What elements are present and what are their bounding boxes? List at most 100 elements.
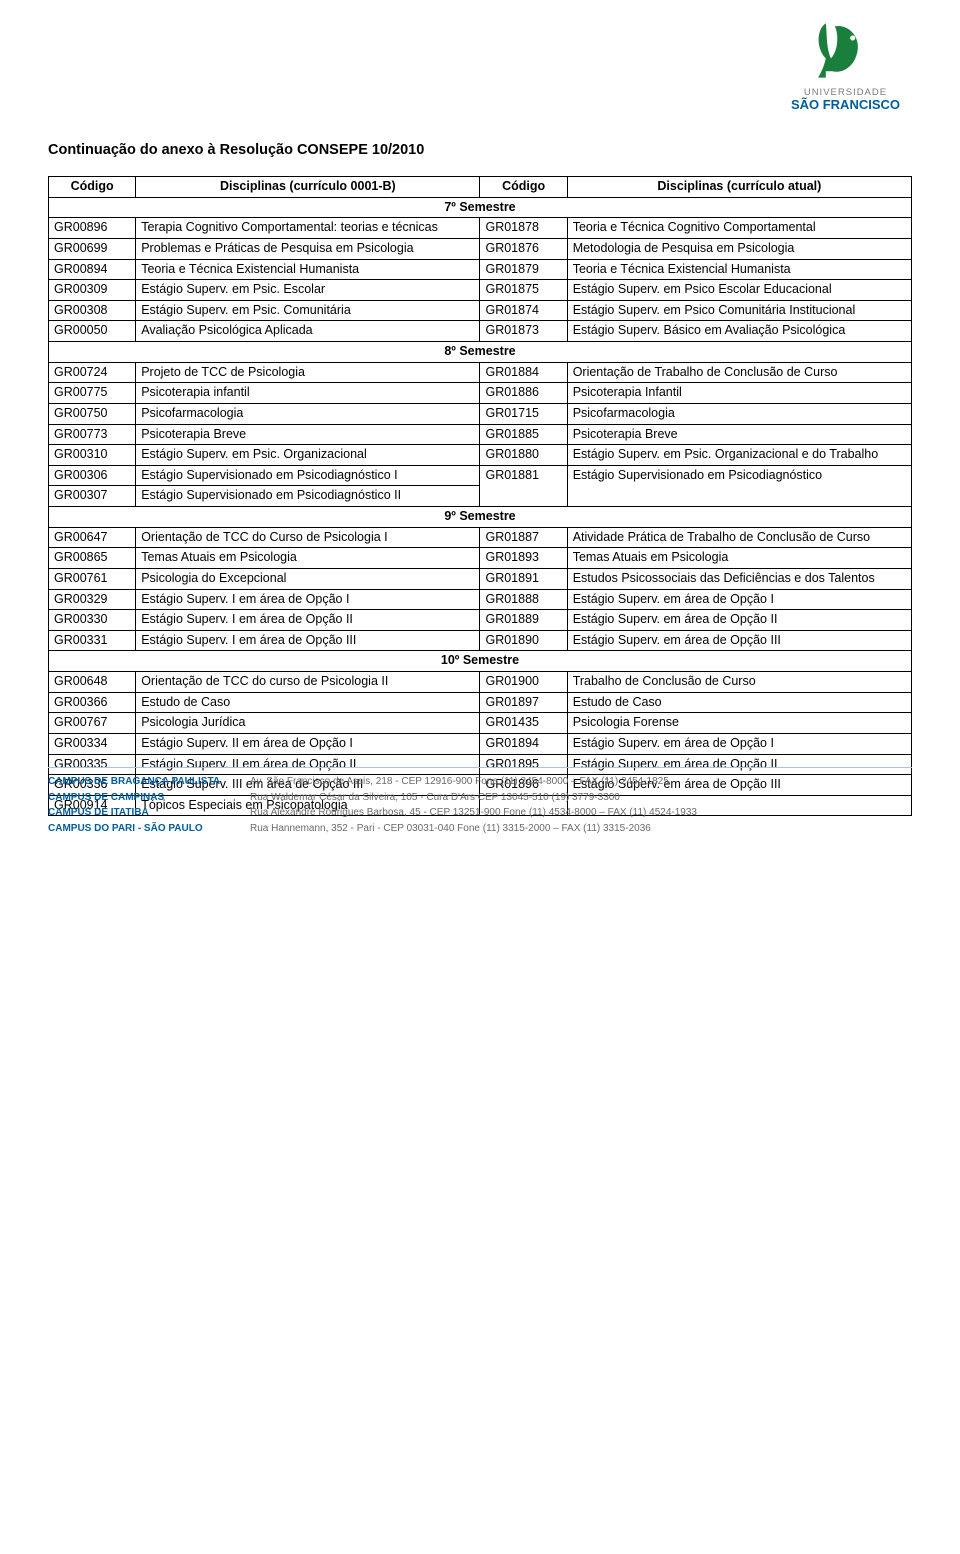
code-new: GR01889 (480, 610, 567, 631)
table-row: GR00308Estágio Superv. em Psic. Comunitá… (49, 300, 912, 321)
disc-old: Teoria e Técnica Existencial Humanista (136, 259, 480, 280)
code-new: GR01881 (480, 465, 567, 506)
code-new: GR01884 (480, 362, 567, 383)
disc-old: Avaliação Psicológica Aplicada (136, 321, 480, 342)
footer: CAMPUS DE BRAGANÇA PAULISTAAv. São Franc… (48, 767, 912, 836)
footer-address: Rua Alexandre Rodrigues Barbosa, 45 - CE… (250, 805, 912, 821)
table-row: GR00865Temas Atuais em PsicologiaGR01893… (49, 548, 912, 569)
footer-campus: CAMPUS DO PARI - SÃO PAULO (48, 821, 240, 837)
code-new: GR01873 (480, 321, 567, 342)
footer-address: Rua Waldemar César da Silveira, 105 - Cu… (250, 790, 912, 806)
code-new: GR01886 (480, 383, 567, 404)
table-row: GR00647Orientação de TCC do Curso de Psi… (49, 527, 912, 548)
code-old: GR00308 (49, 300, 136, 321)
disc-new: Atividade Prática de Trabalho de Conclus… (567, 527, 911, 548)
code-old: GR00894 (49, 259, 136, 280)
semester-header: 10º Semestre (49, 651, 912, 672)
code-old: GR00775 (49, 383, 136, 404)
table-row: GR00699Problemas e Práticas de Pesquisa … (49, 238, 912, 259)
code-new: GR01879 (480, 259, 567, 280)
code-new: GR01878 (480, 218, 567, 239)
disc-new: Psicologia Forense (567, 713, 911, 734)
table-row: GR00896Terapia Cognitivo Comportamental:… (49, 218, 912, 239)
disc-new: Estágio Superv. em área de Opção III (567, 630, 911, 651)
code-new: GR01891 (480, 568, 567, 589)
code-new: GR01890 (480, 630, 567, 651)
dove-logo-icon (813, 20, 877, 84)
semester-header: 8º Semestre (49, 342, 912, 363)
disc-old: Estudo de Caso (136, 692, 480, 713)
curriculum-table: Código Disciplinas (currículo 0001-B) Có… (48, 176, 912, 816)
logo-text: UNIVERSIDADE SÃO FRANCISCO (791, 88, 900, 113)
disc-old: Orientação de TCC do Curso de Psicologia… (136, 527, 480, 548)
code-new: GR01435 (480, 713, 567, 734)
table-row: GR00724Projeto de TCC de PsicologiaGR018… (49, 362, 912, 383)
footer-row: CAMPUS DE CAMPINAS Rua Waldemar César da … (48, 790, 912, 806)
semester-header: 9º Semestre (49, 507, 912, 528)
footer-campus: CAMPUS DE CAMPINAS (48, 790, 240, 806)
code-new: GR01893 (480, 548, 567, 569)
page: UNIVERSIDADE SÃO FRANCISCO Continuação d… (0, 0, 960, 864)
footer-row: CAMPUS DE BRAGANÇA PAULISTAAv. São Franc… (48, 774, 912, 790)
logo-name: SÃO FRANCISCO (791, 98, 900, 112)
semester-label: 10º Semestre (49, 651, 912, 672)
table-row: GR00775Psicoterapia infantilGR01886Psico… (49, 383, 912, 404)
semester-label: 9º Semestre (49, 507, 912, 528)
disc-new: Estágio Superv. em Psico Escolar Educaci… (567, 280, 911, 301)
disc-new: Estágio Superv. Básico em Avaliação Psic… (567, 321, 911, 342)
footer-row: CAMPUS DO PARI - SÃO PAULO Rua Hannemann,… (48, 821, 912, 837)
page-title: Continuação do anexo à Resolução CONSEPE… (48, 142, 912, 158)
disc-old: Estágio Superv. em Psic. Comunitária (136, 300, 480, 321)
code-old: GR00309 (49, 280, 136, 301)
code-new: GR01894 (480, 733, 567, 754)
disc-old: Psicoterapia Breve (136, 424, 480, 445)
table-row: GR00310Estágio Superv. em Psic. Organiza… (49, 445, 912, 466)
code-old: GR00334 (49, 733, 136, 754)
code-new: GR01880 (480, 445, 567, 466)
table-row: GR00773Psicoterapia BreveGR01885Psicoter… (49, 424, 912, 445)
table-row: GR00366Estudo de CasoGR01897Estudo de Ca… (49, 692, 912, 713)
disc-new: Psicofarmacologia (567, 403, 911, 424)
disc-old: Estágio Superv. I em área de Opção II (136, 610, 480, 631)
disc-old: Terapia Cognitivo Comportamental: teoria… (136, 218, 480, 239)
disc-new: Estudo de Caso (567, 692, 911, 713)
disc-old: Psicoterapia infantil (136, 383, 480, 404)
code-old: GR00699 (49, 238, 136, 259)
code-new: GR01874 (480, 300, 567, 321)
table-row: GR00767Psicologia JurídicaGR01435Psicolo… (49, 713, 912, 734)
disc-new: Teoria e Técnica Existencial Humanista (567, 259, 911, 280)
code-old: GR00050 (49, 321, 136, 342)
disc-new: Estudos Psicossociais das Deficiências e… (567, 568, 911, 589)
table-row: GR00750PsicofarmacologiaGR01715Psicofarm… (49, 403, 912, 424)
semester-label: 7º Semestre (49, 197, 912, 218)
footer-address: Rua Hannemann, 352 - Pari - CEP 03031-04… (250, 821, 912, 837)
disc-old: Estágio Supervisionado em Psicodiagnósti… (136, 465, 480, 486)
code-new: GR01875 (480, 280, 567, 301)
header-code-old: Código (49, 177, 136, 198)
disc-new: Metodologia de Pesquisa em Psicologia (567, 238, 911, 259)
footer-campus: CAMPUS DE ITATIBA (48, 805, 240, 821)
code-old: GR00761 (49, 568, 136, 589)
table-row: GR00334Estágio Superv. II em área de Opç… (49, 733, 912, 754)
disc-old: Estágio Superv. II em área de Opção I (136, 733, 480, 754)
disc-new: Estágio Supervisionado em Psicodiagnósti… (567, 465, 911, 506)
disc-old: Estágio Superv. em Psic. Organizacional (136, 445, 480, 466)
disc-old: Estágio Superv. em Psic. Escolar (136, 280, 480, 301)
table-row: GR00761Psicologia do ExcepcionalGR01891E… (49, 568, 912, 589)
disc-old: Estágio Superv. I em área de Opção III (136, 630, 480, 651)
code-old: GR00773 (49, 424, 136, 445)
disc-new: Trabalho de Conclusão de Curso (567, 672, 911, 693)
table-row: GR00331Estágio Superv. I em área de Opçã… (49, 630, 912, 651)
disc-new: Psicoterapia Infantil (567, 383, 911, 404)
code-new: GR01888 (480, 589, 567, 610)
code-old: GR00331 (49, 630, 136, 651)
disc-new: Temas Atuais em Psicologia (567, 548, 911, 569)
code-old: GR00865 (49, 548, 136, 569)
table-row: GR00894Teoria e Técnica Existencial Huma… (49, 259, 912, 280)
disc-new: Estágio Superv. em Psic. Organizacional … (567, 445, 911, 466)
code-new: GR01897 (480, 692, 567, 713)
code-old: GR00330 (49, 610, 136, 631)
disc-new: Estágio Superv. em área de Opção II (567, 610, 911, 631)
disc-old: Temas Atuais em Psicologia (136, 548, 480, 569)
disc-old: Psicofarmacologia (136, 403, 480, 424)
